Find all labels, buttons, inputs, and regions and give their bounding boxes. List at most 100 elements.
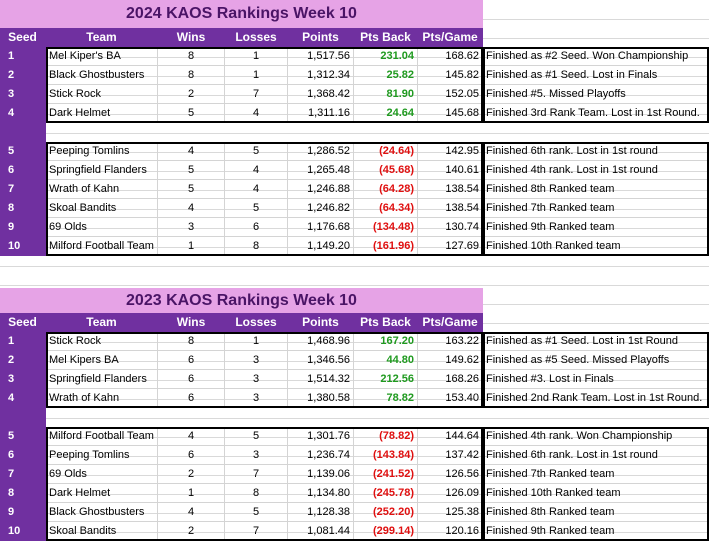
pts-back: (252.20) bbox=[354, 503, 418, 522]
note: Finished 4th rank. Won Championship bbox=[483, 427, 709, 446]
wins: 6 bbox=[158, 370, 225, 389]
note: Finished #3. Lost in Finals bbox=[483, 370, 709, 389]
pts-per-game: 120.16 bbox=[418, 522, 483, 541]
seed: 1 bbox=[0, 47, 46, 66]
wins: 3 bbox=[158, 218, 225, 237]
seed: 6 bbox=[0, 161, 46, 180]
gridline bbox=[0, 56, 709, 58]
team: 69 Olds bbox=[46, 218, 158, 237]
pts-per-game: 152.05 bbox=[418, 85, 483, 104]
pts-per-game: 153.40 bbox=[418, 389, 483, 408]
seed: 7 bbox=[0, 465, 46, 484]
pts-back: (161.96) bbox=[354, 237, 418, 256]
losses: 7 bbox=[225, 85, 288, 104]
points: 1,265.48 bbox=[288, 161, 354, 180]
points: 1,312.34 bbox=[288, 66, 354, 85]
note: Finished 2nd Rank Team. Lost in 1st Roun… bbox=[483, 389, 709, 408]
pts-per-game: 138.54 bbox=[418, 180, 483, 199]
team: Wrath of Kahn bbox=[46, 180, 158, 199]
losses: 5 bbox=[225, 503, 288, 522]
points: 1,081.44 bbox=[288, 522, 354, 541]
pts-back: (64.34) bbox=[354, 199, 418, 218]
losses: 1 bbox=[225, 47, 288, 66]
seed-spacer bbox=[0, 123, 46, 142]
seed: 5 bbox=[0, 142, 46, 161]
team: Peeping Tomlins bbox=[46, 142, 158, 161]
gridline bbox=[0, 113, 709, 115]
team: Springfield Flanders bbox=[46, 370, 158, 389]
losses: 6 bbox=[225, 218, 288, 237]
note: Finished 9th Ranked team bbox=[483, 218, 709, 237]
losses: 3 bbox=[225, 446, 288, 465]
note: Finished 4th rank. Lost in 1st round bbox=[483, 161, 709, 180]
points: 1,514.32 bbox=[288, 370, 354, 389]
losses: 4 bbox=[225, 104, 288, 123]
column-header: Losses bbox=[225, 313, 288, 333]
gridline bbox=[0, 284, 709, 286]
team: Dark Helmet bbox=[46, 104, 158, 123]
gridline bbox=[0, 360, 709, 362]
pts-back: 44.80 bbox=[354, 351, 418, 370]
gridline bbox=[0, 132, 709, 134]
pts-back: (78.82) bbox=[354, 427, 418, 446]
losses: 1 bbox=[225, 332, 288, 351]
pts-back: 167.20 bbox=[354, 332, 418, 351]
note: Finished 6th rank. Lost in 1st round bbox=[483, 142, 709, 161]
pts-back: 78.82 bbox=[354, 389, 418, 408]
column-header: Losses bbox=[225, 28, 288, 48]
team: Mel Kiper's BA bbox=[46, 47, 158, 66]
wins: 5 bbox=[158, 104, 225, 123]
wins: 8 bbox=[158, 66, 225, 85]
wins: 1 bbox=[158, 237, 225, 256]
pts-back: (143.84) bbox=[354, 446, 418, 465]
points: 1,134.80 bbox=[288, 484, 354, 503]
seed: 2 bbox=[0, 66, 46, 85]
pts-per-game: 127.69 bbox=[418, 237, 483, 256]
seed: 7 bbox=[0, 180, 46, 199]
losses: 8 bbox=[225, 237, 288, 256]
points: 1,246.82 bbox=[288, 199, 354, 218]
gridline bbox=[0, 75, 709, 77]
gridline bbox=[0, 493, 709, 495]
losses: 5 bbox=[225, 199, 288, 218]
gridline bbox=[0, 531, 709, 533]
gridline bbox=[0, 246, 709, 248]
gridline bbox=[0, 474, 709, 476]
losses: 4 bbox=[225, 161, 288, 180]
note: Finished 8th Ranked team bbox=[483, 503, 709, 522]
pts-per-game: 168.26 bbox=[418, 370, 483, 389]
gridline bbox=[0, 227, 709, 229]
points: 1,149.20 bbox=[288, 237, 354, 256]
pts-per-game: 137.42 bbox=[418, 446, 483, 465]
wins: 6 bbox=[158, 389, 225, 408]
pts-back: (241.52) bbox=[354, 465, 418, 484]
column-header: Pts/Game bbox=[418, 313, 483, 333]
column-header: Pts Back bbox=[354, 313, 418, 333]
wins: 8 bbox=[158, 332, 225, 351]
team: Black Ghostbusters bbox=[46, 503, 158, 522]
wins: 4 bbox=[158, 503, 225, 522]
wins: 1 bbox=[158, 484, 225, 503]
wins: 5 bbox=[158, 180, 225, 199]
losses: 7 bbox=[225, 465, 288, 484]
pts-per-game: 126.56 bbox=[418, 465, 483, 484]
team: Stick Rock bbox=[46, 85, 158, 104]
gridline bbox=[0, 208, 709, 210]
pts-back: 25.82 bbox=[354, 66, 418, 85]
pts-per-game: 168.62 bbox=[418, 47, 483, 66]
column-header: Pts Back bbox=[354, 28, 418, 48]
team: Skoal Bandits bbox=[46, 199, 158, 218]
losses: 5 bbox=[225, 142, 288, 161]
pts-back: (64.28) bbox=[354, 180, 418, 199]
gridline bbox=[0, 341, 709, 343]
team: Black Ghostbusters bbox=[46, 66, 158, 85]
losses: 4 bbox=[225, 180, 288, 199]
seed: 9 bbox=[0, 503, 46, 522]
pts-per-game: 144.64 bbox=[418, 427, 483, 446]
pts-back: (245.78) bbox=[354, 484, 418, 503]
wins: 2 bbox=[158, 85, 225, 104]
pts-per-game: 142.95 bbox=[418, 142, 483, 161]
seed: 4 bbox=[0, 104, 46, 123]
gridline bbox=[0, 379, 709, 381]
losses: 3 bbox=[225, 370, 288, 389]
